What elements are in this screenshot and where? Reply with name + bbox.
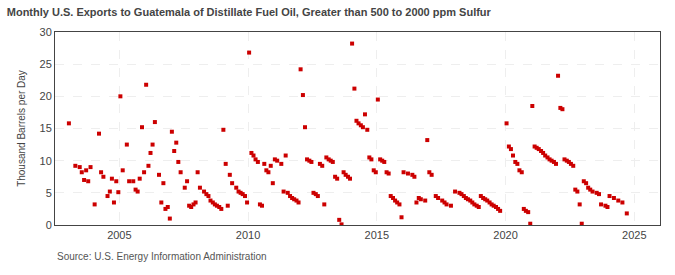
svg-text:2015: 2015 [365,229,389,241]
svg-text:2020: 2020 [493,229,517,241]
svg-text:2005: 2005 [107,229,131,241]
svg-text:0: 0 [46,219,52,231]
svg-text:10: 10 [40,155,52,167]
svg-text:Monthly U.S. Exports to Guatem: Monthly U.S. Exports to Guatemala of Dis… [7,6,492,18]
svg-text:2010: 2010 [236,229,260,241]
svg-text:15: 15 [40,122,52,134]
svg-text:Source: U.S. Energy Informatio: Source: U.S. Energy Information Administ… [57,251,267,262]
svg-text:5: 5 [46,187,52,199]
svg-text:30: 30 [40,26,52,38]
svg-text:20: 20 [40,90,52,102]
svg-text:25: 25 [40,58,52,70]
svg-text:Thousand Barrels per Day: Thousand Barrels per Day [16,70,27,187]
svg-text:2025: 2025 [622,229,646,241]
